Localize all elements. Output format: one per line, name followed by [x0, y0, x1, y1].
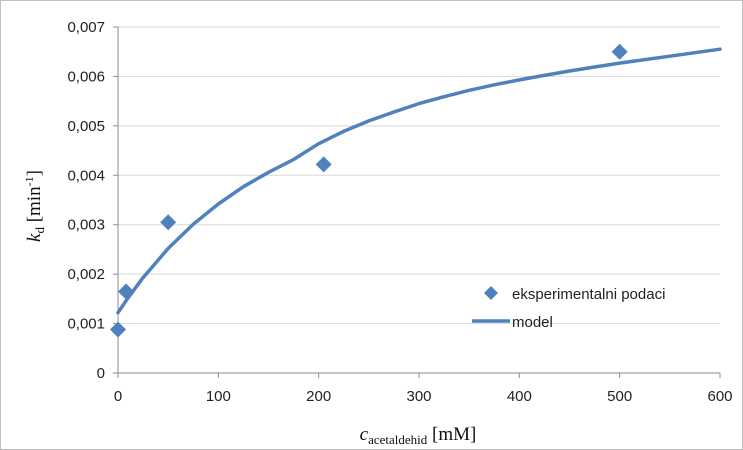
y-tick-labels: 0 0,001 0,002 0,003 0,004 0,005 0,006 0,007: [67, 19, 105, 382]
y-tick-label-1: 0,001: [67, 316, 105, 333]
x-tick-label-6: 600: [707, 388, 732, 405]
x-axis-title: cacetaldehid [mM]: [360, 424, 477, 447]
y-tick-label-6: 0,006: [67, 68, 105, 85]
data-point-3: [315, 156, 332, 173]
x-tick-label-1: 100: [206, 388, 231, 405]
axes: [113, 26, 721, 378]
y-tick-label-2: 0,002: [67, 266, 105, 283]
series-layer: [110, 43, 722, 338]
x-axis-title-main: c: [360, 424, 369, 445]
gridlines: [118, 26, 720, 325]
y-axis-title: kd [min-1]: [22, 170, 47, 242]
x-tick-label-2: 200: [306, 388, 331, 405]
y-axis-title-sup: -1: [22, 176, 36, 186]
data-point-0: [110, 321, 126, 338]
legend-label-model: model: [512, 314, 553, 331]
y-axis-title-unit: [min: [24, 186, 45, 227]
y-tick-label-7: 0,007: [67, 19, 105, 36]
data-point-2: [160, 214, 177, 231]
x-tick-label-5: 500: [607, 388, 632, 405]
x-axis-title-sub: acetaldehid: [368, 432, 428, 447]
legend: eksperimentalni podaci model: [472, 286, 665, 331]
data-point-1: [118, 283, 135, 300]
y-tick-label-4: 0,004: [67, 167, 105, 184]
x-tick-labels: 0 100 200 300 400 500 600: [114, 388, 733, 405]
x-tick-label-3: 300: [406, 388, 431, 405]
y-axis-title-main: k: [24, 233, 45, 242]
x-tick-label-4: 400: [507, 388, 532, 405]
y-axis-title-close: ]: [24, 170, 45, 176]
x-axis-title-unit: [mM]: [427, 424, 476, 445]
y-tick-label-0: 0: [97, 365, 105, 382]
y-tick-label-5: 0,005: [67, 118, 105, 135]
x-tick-label-0: 0: [114, 388, 122, 405]
y-tick-label-3: 0,003: [67, 217, 105, 234]
y-axis-title-sub: d: [32, 227, 47, 234]
data-point-4: [611, 43, 628, 60]
model-curve: [116, 47, 722, 315]
legend-diamond-marker: [484, 286, 498, 300]
legend-label-experimental: eksperimentalni podaci: [512, 286, 665, 303]
